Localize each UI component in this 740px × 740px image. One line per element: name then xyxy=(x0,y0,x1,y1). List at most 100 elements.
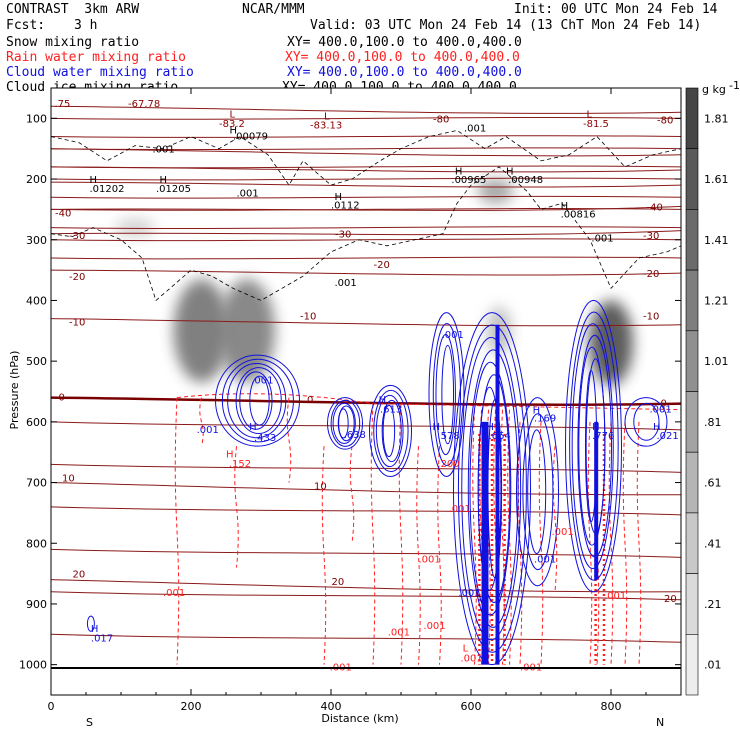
isotherm-label-17: 10 xyxy=(314,482,327,493)
cloud-water-contour-7-0 xyxy=(624,397,668,447)
ytick-label-1: 200 xyxy=(26,173,47,186)
extrema-label-49: .001 xyxy=(449,504,471,515)
cloud-water-contour-4-6 xyxy=(477,386,502,591)
cloud-water-contour-6-0 xyxy=(565,299,622,593)
isotherm-label-16: 10 xyxy=(62,474,75,485)
cloud-water-contour-3-1 xyxy=(432,323,462,467)
isotherm-line-6 xyxy=(51,269,681,276)
shaded-region-1 xyxy=(219,279,275,383)
isotherm-label-18: 20 xyxy=(73,570,86,581)
cloud-water-contour-0-0 xyxy=(215,354,300,447)
shaded-region-2 xyxy=(477,179,514,204)
isotherm-lower-line-4 xyxy=(51,591,681,601)
cloud-water-contour-5-2 xyxy=(527,429,547,554)
isotherm-fill-line-1 xyxy=(51,135,681,138)
extrema-label-42: .776 xyxy=(592,431,614,442)
isotherm-label-5: -30 xyxy=(335,230,351,241)
field-rain-name: Rain water mixing ratio xyxy=(6,50,187,65)
isotherm-label-6: -30 xyxy=(643,231,659,242)
cloud-water-contour-8-0 xyxy=(86,615,95,632)
isotherm-fill-line-9 xyxy=(51,256,681,260)
xaxis-label: Distance (km) xyxy=(321,712,398,725)
rain-contour-line-17 xyxy=(538,421,544,665)
xtick-label-3: 600 xyxy=(461,700,482,713)
isotherm-fill-line-7 xyxy=(51,226,681,229)
extrema-label-60: L xyxy=(463,644,469,655)
extrema-label-14: H xyxy=(160,175,168,186)
extrema-label-25: .001 xyxy=(591,233,613,244)
shaded-region-3 xyxy=(589,300,633,386)
cloud-water-contour-5-0 xyxy=(516,397,559,587)
xtick-label-4: 800 xyxy=(601,700,622,713)
isotherm-label-13: 0 xyxy=(59,392,65,403)
extrema-label-48: .200 xyxy=(437,459,459,470)
extrema-label-19: H xyxy=(506,167,514,178)
extrema-label-35: H xyxy=(433,422,441,433)
extrema-label-23: H xyxy=(561,201,569,212)
extrema-label-30: .613 xyxy=(380,404,402,415)
cloud-water-contour-7-1 xyxy=(633,402,660,441)
rain-contour-line-10 xyxy=(472,409,477,665)
extrema-label-44: H xyxy=(653,422,661,433)
ytick-label-5: 600 xyxy=(26,416,47,429)
extrema-label-40: .169 xyxy=(534,414,556,425)
cloud-water-contour-0-2 xyxy=(227,362,287,439)
isotherm-fill-line-5 xyxy=(51,195,681,199)
xtick-label-1: 200 xyxy=(181,700,202,713)
isotherm-label-7: -20 xyxy=(69,272,85,283)
cloud-water-core-0 xyxy=(481,421,489,665)
ytick-label-4: 500 xyxy=(26,355,47,368)
field-cloudwater-name: Cloud water mixing ratio xyxy=(6,65,194,80)
chart-title: CONTRAST 3km ARW xyxy=(6,2,140,17)
rain-contour-line-18 xyxy=(552,446,558,592)
fcst-value: 3 h xyxy=(74,18,98,33)
extrema-label-11: .001 xyxy=(153,145,175,156)
cloud-water-contour-0-1 xyxy=(221,358,294,443)
cloud-water-contour-2-1 xyxy=(373,389,409,473)
rain-contour-line-22 xyxy=(622,421,628,665)
extrema-label-53: .001 xyxy=(458,588,480,599)
rain-contour-line-19 xyxy=(587,421,593,665)
isotherm-label-19: 20 xyxy=(332,577,345,588)
extrema-label-37: H xyxy=(486,422,494,433)
cloud-water-core-2 xyxy=(594,421,599,580)
extrema-label-54: .001 xyxy=(163,588,185,599)
colorbar-swatch-4 xyxy=(685,330,699,392)
rain-envelope-line xyxy=(176,393,681,411)
model-center: NCAR/MMM xyxy=(242,2,305,17)
rain-contour-line-8 xyxy=(416,446,421,665)
extrema-label-28: .001 xyxy=(251,375,273,386)
colorbar-label-1: 1.61 xyxy=(704,173,729,186)
cloud-water-contour-4-1 xyxy=(457,324,527,653)
colorbar-label-6: .61 xyxy=(704,477,722,490)
south-label: S xyxy=(86,716,93,729)
extrema-label-31: .001 xyxy=(197,425,219,436)
isotherm-label-15: 0 xyxy=(661,398,667,409)
extrema-label-4: L xyxy=(324,111,330,122)
cloud-water-contour-0-3 xyxy=(235,367,282,435)
cloud-water-core-1 xyxy=(495,324,500,665)
colorbar-swatch-7 xyxy=(685,512,699,574)
cloud-water-contour-0-5 xyxy=(249,375,270,426)
extrema-label-45: .021 xyxy=(657,431,679,442)
extrema-label-55: .001 xyxy=(604,591,626,602)
north-label: N xyxy=(656,716,664,729)
field-rain-xy: XY= 400.0,100.0 to 400.0,400.0 xyxy=(285,50,520,65)
isotherm-label-10: -10 xyxy=(69,318,85,329)
extrema-label-56: .001 xyxy=(423,621,445,632)
isotherm-line-3 xyxy=(51,181,681,188)
rain-contour-line-9 xyxy=(437,446,442,665)
extrema-label-21: H xyxy=(335,192,343,203)
rain-contour-line-1 xyxy=(199,397,204,447)
colorbar-label-5: .81 xyxy=(704,416,722,429)
cloud-water-contour-1-1 xyxy=(330,399,361,447)
colorbar-swatch-8 xyxy=(685,573,699,635)
rain-contour-line-6 xyxy=(370,403,376,665)
extrema-label-33: .433 xyxy=(254,433,276,444)
cloud-water-contour-1-2 xyxy=(332,402,356,445)
cloud-water-contour-2-0 xyxy=(369,384,412,477)
cloud-water-contour-1-4 xyxy=(338,408,349,439)
field-snow-xy: XY= 400.0,100.0 to 400.0,400.0 xyxy=(287,35,522,50)
cloud-water-contour-2-3 xyxy=(381,399,402,463)
